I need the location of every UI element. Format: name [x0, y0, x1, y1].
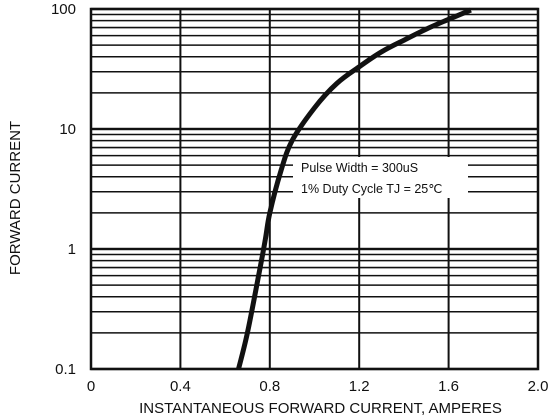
y-tick-label: 0.1 — [55, 361, 76, 378]
x-tick-label: 0.8 — [259, 378, 280, 395]
x-tick-label: 2.0 — [528, 378, 549, 395]
annotation-pulse-width: Pulse Width = 300uS — [301, 161, 418, 175]
y-tick-label: 10 — [59, 121, 76, 138]
series-line — [236, 7, 472, 370]
series-layer — [236, 7, 472, 370]
x-axis-title: INSTANTANEOUS FORWARD CURRENT, AMPERES — [139, 400, 502, 417]
x-tick-label: 0.4 — [170, 378, 191, 395]
x-tick-label: 0 — [87, 378, 95, 395]
y-tick-label: 100 — [51, 1, 76, 18]
plot-frame — [89, 7, 540, 371]
x-tick-label: 1.6 — [438, 378, 459, 395]
annotation-duty-cycle: 1% Duty Cycle TJ = 25℃ — [301, 182, 442, 196]
y-axis-title: FORWARD CURRENT — [7, 121, 24, 275]
x-tick-labels: 0 0.4 0.8 1.2 1.6 2.0 — [87, 378, 549, 395]
x-tick-label: 1.2 — [349, 378, 370, 395]
annotation-background — [293, 157, 468, 198]
y-tick-label: 1 — [68, 241, 76, 258]
y-tick-labels: 0.1 1 10 100 — [51, 1, 76, 378]
